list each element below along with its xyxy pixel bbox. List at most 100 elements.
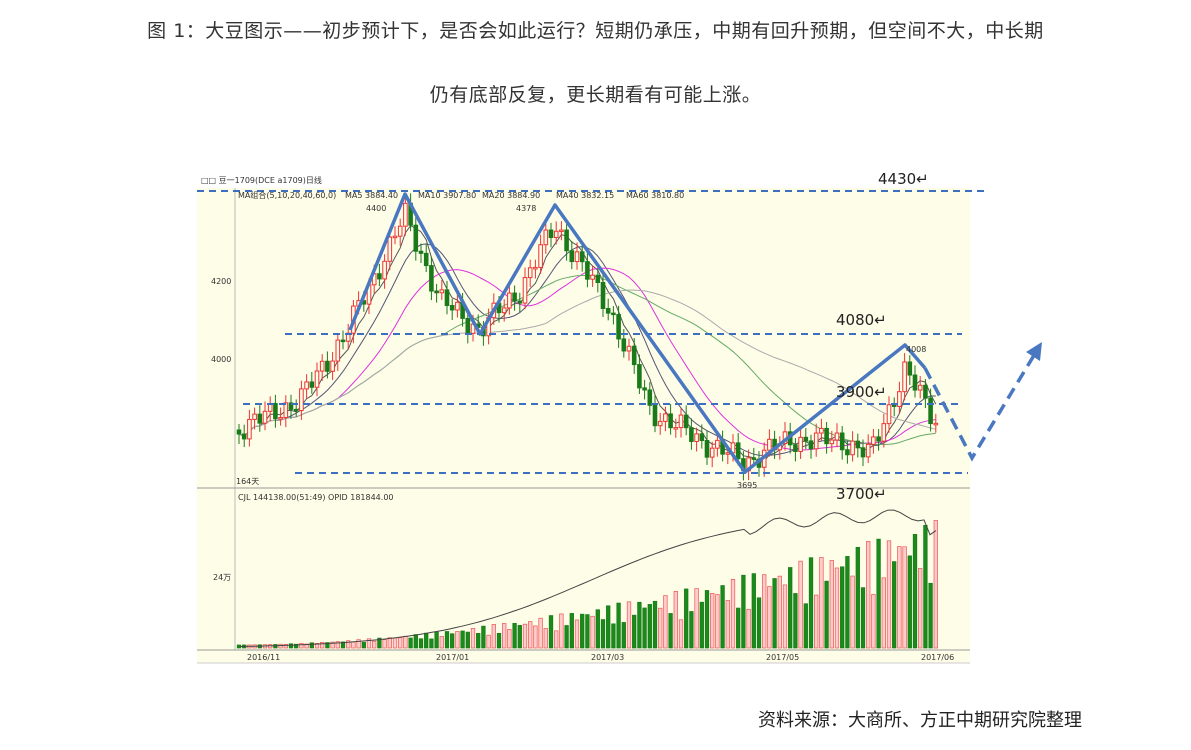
level-lines <box>197 190 988 474</box>
volume-bar <box>356 639 361 649</box>
candle-body <box>933 422 939 426</box>
candle-body <box>917 384 923 391</box>
volume-bar <box>840 566 845 649</box>
volume-bar <box>470 628 476 649</box>
volume-bar <box>897 546 902 649</box>
volume-bar <box>762 574 767 649</box>
candle-body <box>413 224 419 252</box>
volume-bar <box>788 567 793 649</box>
candle-body <box>912 374 918 391</box>
candle-body <box>501 307 507 314</box>
volume-bar <box>377 637 382 649</box>
candle-body <box>439 289 445 294</box>
volume-bar <box>699 601 704 649</box>
volume-bar <box>814 594 819 649</box>
volume-bar <box>751 573 756 649</box>
title-line: 仍有底部反复，更长期看有可能上涨。 <box>429 84 762 106</box>
candle-body <box>325 360 330 372</box>
volume-bar <box>725 600 730 649</box>
level-label: 4080↵ <box>836 311 887 329</box>
candle-body <box>767 438 772 451</box>
candle-body <box>673 427 679 430</box>
candle-body <box>735 442 741 460</box>
volume-bar <box>637 601 642 649</box>
volume-bar <box>907 555 912 649</box>
volume-bar <box>351 641 356 649</box>
volume-bar <box>569 613 574 649</box>
volume-bar <box>626 601 632 649</box>
candle-body <box>444 289 450 307</box>
figure: □□ 豆一1709(DCE a1709)日线 MA组合(5,10,20,40,6… <box>197 170 1042 664</box>
forecast-arrowhead <box>1026 342 1042 361</box>
volume-bar <box>517 625 522 649</box>
volume-bar <box>736 607 741 649</box>
candle-body <box>824 427 829 445</box>
candle-body <box>605 308 611 314</box>
volume-bar <box>335 641 340 649</box>
volume-bar <box>278 643 283 649</box>
volume-bar <box>392 637 398 649</box>
volume-bar <box>559 613 564 649</box>
candle-body <box>694 433 699 442</box>
candle-body <box>808 440 814 450</box>
candle-body <box>751 457 757 460</box>
volume-bar <box>325 642 330 649</box>
volume-bar <box>429 638 434 649</box>
candle-body <box>683 414 689 429</box>
chart-header: □□ 豆一1709(DCE a1709)日线 <box>201 175 322 185</box>
volume-bar <box>538 617 543 649</box>
volume-bar <box>767 586 772 649</box>
candle-body <box>569 250 575 263</box>
volume-bar <box>491 624 496 649</box>
volume-bar <box>398 637 403 649</box>
open-interest-line <box>239 509 937 647</box>
candle-body <box>527 267 533 279</box>
volume-bar <box>403 635 408 649</box>
volume-bar <box>450 633 455 649</box>
volume-bar <box>720 585 725 649</box>
candle-body <box>418 250 424 254</box>
volume-bar <box>273 644 278 649</box>
candle-body <box>845 449 850 456</box>
candle-body <box>423 252 429 267</box>
volume-bar <box>772 578 777 649</box>
volume-bar <box>824 580 829 649</box>
candle-body <box>897 391 902 407</box>
candle-body <box>564 229 569 252</box>
candle-body <box>652 404 658 427</box>
volume-bar <box>413 634 418 649</box>
volume-bar <box>543 628 548 649</box>
volume-bar <box>418 638 424 649</box>
volume-bar <box>678 619 684 649</box>
volume-bar <box>746 608 751 649</box>
date-label: 2017/06 <box>921 653 954 662</box>
candle-body <box>392 235 398 239</box>
candle-body <box>309 381 315 388</box>
candle-body <box>626 345 632 352</box>
volume-bar <box>309 642 314 649</box>
price-graphics <box>236 193 939 649</box>
candle-body <box>865 443 871 458</box>
price-mark: 4378 <box>516 204 536 213</box>
candle-body <box>543 229 549 246</box>
candle-body <box>387 236 393 262</box>
ma-legend: MA组合(5,10,20,40,60,0) <box>238 190 336 200</box>
volume-bar <box>803 603 808 649</box>
candle-body <box>335 339 341 362</box>
volume-bar <box>320 642 325 649</box>
candle-body <box>850 440 855 456</box>
candle-body <box>798 436 803 452</box>
candle-body <box>538 244 543 268</box>
volume-bar <box>652 600 658 649</box>
volume-bar <box>886 540 892 649</box>
volume-bar <box>590 615 595 649</box>
volume-bar <box>424 632 429 649</box>
candle-body <box>522 277 528 304</box>
candle-body <box>559 229 564 233</box>
volume-bar <box>387 637 392 649</box>
volume-bar <box>600 619 606 649</box>
volume-bar <box>460 630 465 649</box>
candle-body <box>611 312 616 316</box>
candle-body <box>247 418 252 440</box>
price-mark: 3695 <box>737 481 757 490</box>
